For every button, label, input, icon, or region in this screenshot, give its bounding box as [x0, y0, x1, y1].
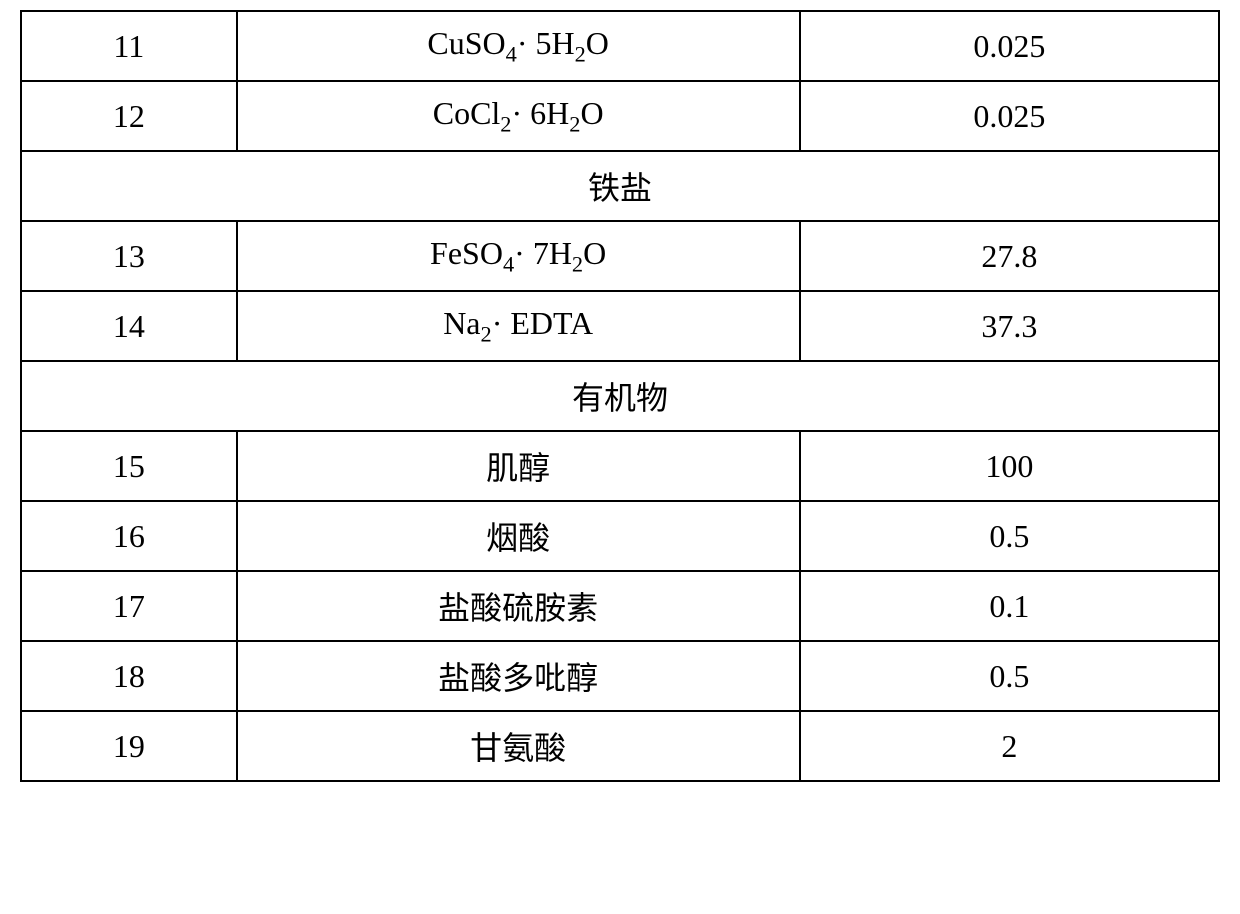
row-number: 14: [21, 291, 237, 361]
compound-value: 0.5: [800, 501, 1219, 571]
composition-table: 11 CuSO4· 5H2O 0.025 12 CoCl2· 6H2O 0.02…: [20, 10, 1220, 782]
compound-name: FeSO4· 7H2O: [237, 221, 800, 291]
compound-name: Na2· EDTA: [237, 291, 800, 361]
row-number: 11: [21, 11, 237, 81]
table-body: 11 CuSO4· 5H2O 0.025 12 CoCl2· 6H2O 0.02…: [21, 11, 1219, 781]
table-row: 19 甘氨酸 2: [21, 711, 1219, 781]
section-header-row: 铁盐: [21, 151, 1219, 221]
section-header-row: 有机物: [21, 361, 1219, 431]
table-row: 18 盐酸多吡醇 0.5: [21, 641, 1219, 711]
row-number: 12: [21, 81, 237, 151]
table-row: 14 Na2· EDTA 37.3: [21, 291, 1219, 361]
section-header: 有机物: [21, 361, 1219, 431]
compound-name: CuSO4· 5H2O: [237, 11, 800, 81]
compound-name: 盐酸硫胺素: [237, 571, 800, 641]
table-row: 16 烟酸 0.5: [21, 501, 1219, 571]
compound-value: 27.8: [800, 221, 1219, 291]
table-row: 11 CuSO4· 5H2O 0.025: [21, 11, 1219, 81]
compound-value: 0.5: [800, 641, 1219, 711]
compound-name: 甘氨酸: [237, 711, 800, 781]
compound-value: 0.025: [800, 11, 1219, 81]
table-row: 17 盐酸硫胺素 0.1: [21, 571, 1219, 641]
compound-name: 盐酸多吡醇: [237, 641, 800, 711]
compound-name: 肌醇: [237, 431, 800, 501]
row-number: 18: [21, 641, 237, 711]
compound-name: 烟酸: [237, 501, 800, 571]
row-number: 13: [21, 221, 237, 291]
compound-value: 37.3: [800, 291, 1219, 361]
table-row: 13 FeSO4· 7H2O 27.8: [21, 221, 1219, 291]
compound-value: 0.025: [800, 81, 1219, 151]
medium-composition-table: 11 CuSO4· 5H2O 0.025 12 CoCl2· 6H2O 0.02…: [20, 10, 1220, 782]
row-number: 19: [21, 711, 237, 781]
compound-value: 0.1: [800, 571, 1219, 641]
row-number: 17: [21, 571, 237, 641]
table-row: 12 CoCl2· 6H2O 0.025: [21, 81, 1219, 151]
compound-value: 100: [800, 431, 1219, 501]
row-number: 16: [21, 501, 237, 571]
section-header: 铁盐: [21, 151, 1219, 221]
compound-name: CoCl2· 6H2O: [237, 81, 800, 151]
row-number: 15: [21, 431, 237, 501]
compound-value: 2: [800, 711, 1219, 781]
table-row: 15 肌醇 100: [21, 431, 1219, 501]
